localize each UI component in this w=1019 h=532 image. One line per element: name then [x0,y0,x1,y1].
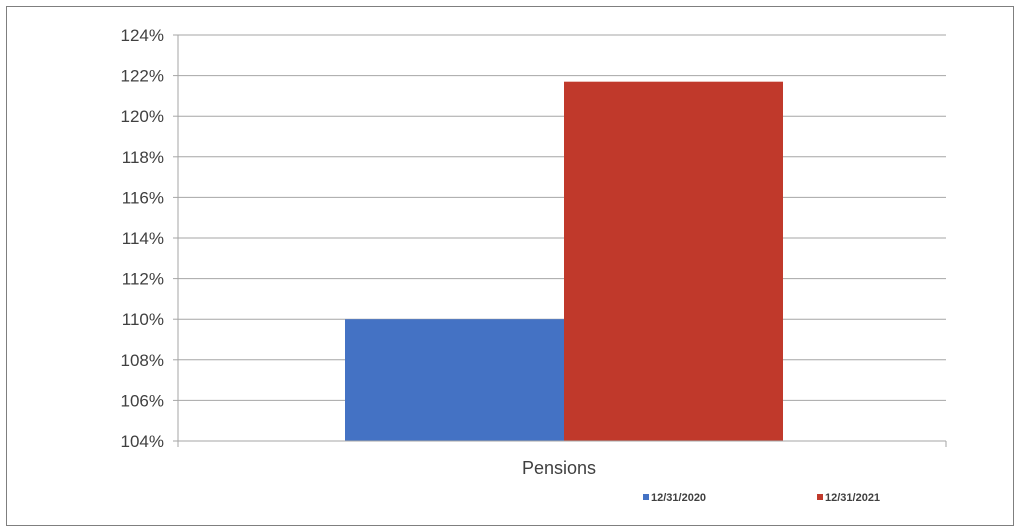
bars [345,81,783,441]
y-tick-label: 124% [121,26,164,45]
y-tick-label: 118% [122,148,164,167]
legend: 12/31/2020 12/31/2021 [643,492,880,504]
gridlines [178,34,946,401]
bar-2 [564,81,783,441]
y-tick-label: 114% [122,229,164,248]
y-tick-label: 110% [122,310,164,329]
y-tick-label: 112% [122,270,164,289]
y-tick-label: 122% [121,67,164,86]
bar-1 [345,319,564,441]
y-tick-label: 116% [122,188,164,207]
axes [177,35,947,447]
x-axis-labels: Pensions [522,458,596,478]
legend-swatch-2 [817,494,823,500]
legend-swatch-1 [643,494,649,500]
y-tick-label: 104% [121,432,164,451]
y-tick-label: 120% [121,107,164,126]
y-axis-ticks: 104% 106% 108% 110% 112% 114% 116% 118% 120% 122%… [121,26,178,451]
y-tick-label: 108% [121,351,164,370]
y-tick-label: 106% [121,391,164,410]
legend-label-1: 12/31/2020 [651,492,706,504]
legend-label-2: 12/31/2021 [825,492,880,504]
x-category-label: Pensions [522,458,596,478]
